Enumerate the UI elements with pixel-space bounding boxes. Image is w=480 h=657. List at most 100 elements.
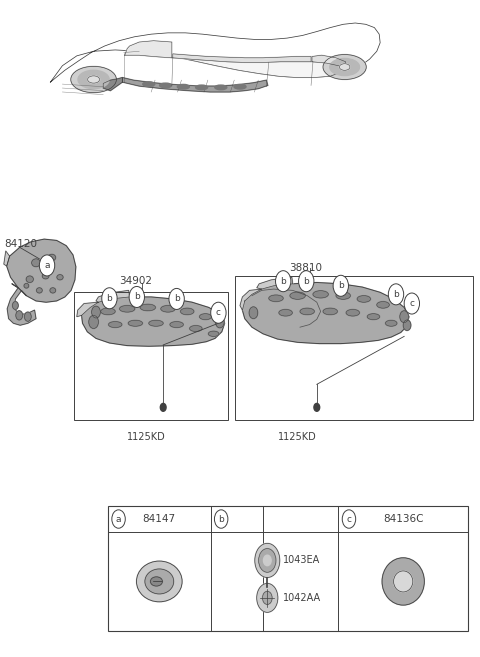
Ellipse shape (161, 306, 175, 312)
Ellipse shape (101, 308, 115, 315)
Ellipse shape (71, 66, 117, 93)
Polygon shape (312, 55, 346, 68)
Polygon shape (77, 302, 98, 317)
Circle shape (255, 543, 280, 578)
Ellipse shape (200, 314, 211, 320)
Ellipse shape (26, 276, 33, 283)
Ellipse shape (339, 64, 350, 70)
Polygon shape (257, 277, 293, 289)
Circle shape (102, 288, 117, 309)
Circle shape (264, 555, 271, 566)
Circle shape (299, 271, 314, 292)
Text: b: b (280, 277, 286, 286)
Ellipse shape (234, 85, 246, 89)
Ellipse shape (78, 70, 109, 89)
Text: 1043EA: 1043EA (283, 555, 320, 566)
Ellipse shape (377, 302, 389, 308)
Polygon shape (125, 51, 346, 78)
Ellipse shape (323, 308, 337, 315)
Text: 34902: 34902 (119, 276, 152, 286)
Text: b: b (393, 290, 399, 299)
Polygon shape (7, 284, 36, 325)
Ellipse shape (24, 284, 29, 288)
Ellipse shape (88, 76, 100, 83)
Ellipse shape (290, 292, 305, 300)
Circle shape (39, 255, 55, 276)
Ellipse shape (336, 292, 350, 300)
Circle shape (12, 302, 18, 309)
Circle shape (160, 403, 166, 411)
Ellipse shape (313, 290, 328, 298)
Circle shape (211, 302, 226, 323)
Circle shape (314, 403, 320, 411)
Ellipse shape (208, 331, 219, 336)
Polygon shape (122, 78, 268, 92)
Circle shape (257, 583, 278, 612)
Ellipse shape (42, 273, 49, 279)
Circle shape (259, 549, 276, 572)
Circle shape (24, 312, 31, 321)
Text: 1125KD: 1125KD (278, 432, 317, 442)
Circle shape (403, 320, 411, 330)
Circle shape (388, 284, 404, 305)
Ellipse shape (279, 309, 292, 316)
Polygon shape (82, 297, 225, 346)
Circle shape (16, 311, 23, 320)
Bar (235, 276, 473, 420)
Text: b: b (107, 294, 112, 303)
Ellipse shape (180, 308, 194, 315)
Ellipse shape (143, 81, 155, 86)
Circle shape (92, 306, 100, 318)
Bar (108, 506, 468, 631)
Ellipse shape (190, 326, 202, 332)
Text: b: b (218, 514, 224, 524)
Circle shape (89, 315, 98, 328)
Circle shape (342, 510, 356, 528)
Ellipse shape (330, 58, 360, 76)
Polygon shape (96, 290, 130, 302)
Ellipse shape (300, 308, 314, 315)
Text: a: a (116, 514, 121, 524)
Text: c: c (216, 308, 221, 317)
Ellipse shape (50, 288, 56, 293)
Circle shape (404, 293, 420, 314)
Ellipse shape (196, 85, 208, 89)
Circle shape (400, 311, 408, 323)
Text: b: b (174, 294, 180, 304)
Text: b: b (338, 281, 344, 290)
Text: b: b (134, 292, 140, 302)
Circle shape (129, 286, 144, 307)
Text: 84136C: 84136C (383, 514, 423, 524)
Circle shape (263, 591, 272, 604)
Bar (74, 292, 228, 420)
Ellipse shape (57, 275, 63, 280)
Ellipse shape (149, 320, 163, 326)
Circle shape (276, 271, 291, 292)
Polygon shape (103, 78, 122, 91)
Text: 38810: 38810 (289, 263, 322, 273)
Ellipse shape (128, 320, 143, 326)
Ellipse shape (108, 322, 122, 328)
Ellipse shape (32, 259, 40, 267)
Text: c: c (409, 299, 414, 308)
Ellipse shape (385, 320, 397, 326)
Ellipse shape (170, 322, 183, 328)
Ellipse shape (382, 558, 424, 605)
Text: a: a (44, 261, 50, 270)
Ellipse shape (357, 296, 371, 302)
Circle shape (249, 307, 258, 319)
Text: 84147: 84147 (143, 514, 176, 524)
Circle shape (169, 288, 184, 309)
Text: 1042AA: 1042AA (283, 593, 321, 603)
Circle shape (112, 510, 125, 528)
Text: 1125KD: 1125KD (127, 432, 166, 442)
Polygon shape (7, 239, 76, 302)
Polygon shape (240, 289, 262, 310)
Ellipse shape (394, 571, 413, 592)
Ellipse shape (36, 288, 42, 293)
Ellipse shape (367, 314, 380, 320)
Ellipse shape (269, 295, 283, 302)
Ellipse shape (140, 304, 156, 311)
Polygon shape (4, 251, 10, 266)
Ellipse shape (150, 577, 162, 586)
